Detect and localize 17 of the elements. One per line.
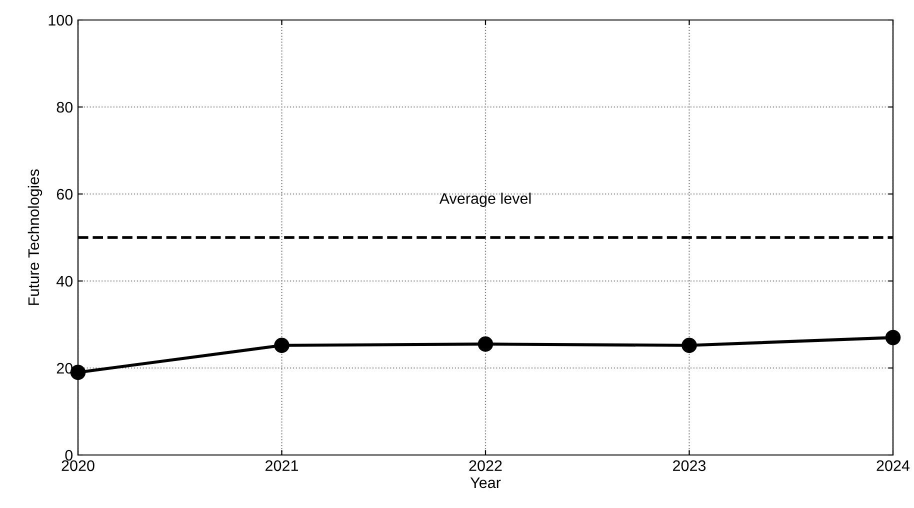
y-tick-label: 40	[56, 276, 73, 287]
x-tick-label: 2020	[62, 460, 94, 472]
x-tick-label: 2023	[673, 460, 706, 472]
y-axis-title: Future Technologies	[28, 169, 42, 305]
x-axis-title: Year	[470, 477, 501, 488]
x-tick-label: 2021	[266, 460, 298, 472]
point	[274, 338, 290, 354]
y-tick-label: 80	[56, 102, 73, 113]
y-tick-label: 60	[56, 188, 73, 200]
point	[885, 330, 901, 346]
point	[478, 336, 494, 352]
y-tick-label: 0	[65, 450, 73, 461]
x-tick-label: 2024	[876, 460, 910, 472]
x-tick-label: 2022	[469, 460, 502, 472]
ref-line-label: Average level	[439, 192, 531, 207]
y-tick-label: 100	[48, 14, 73, 26]
point	[682, 338, 697, 354]
